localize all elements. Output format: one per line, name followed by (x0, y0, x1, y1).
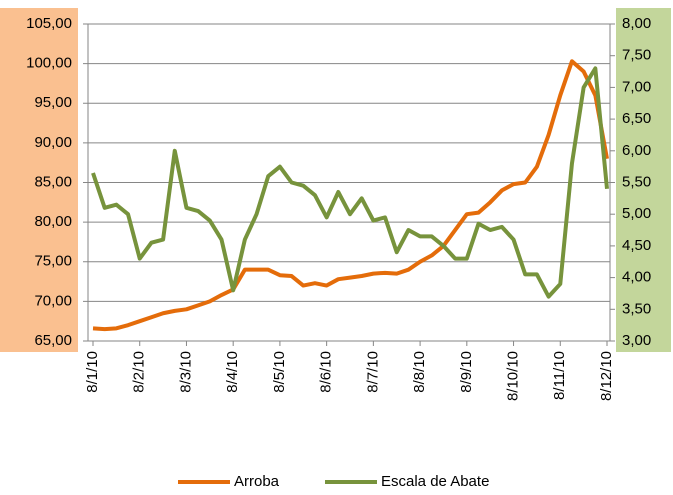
left-axis-band (0, 8, 78, 352)
x-tick-label: 8/12/10 (598, 351, 615, 401)
y-tick-label: 80,00 (34, 213, 72, 230)
y2-tick-label: 7,00 (622, 78, 651, 95)
y2-tick-label: 6,00 (622, 142, 651, 159)
x-tick-label: 8/2/10 (131, 351, 148, 393)
legend-label: Arroba (234, 473, 280, 490)
y-tick-label: 85,00 (34, 173, 72, 190)
y2-tick-label: 8,00 (622, 15, 651, 32)
y-tick-label: 95,00 (34, 94, 72, 111)
series-line (92, 59, 609, 332)
y-tick-label: 100,00 (26, 55, 72, 72)
x-tick-label: 8/1/10 (84, 351, 101, 393)
x-tick-label: 8/7/10 (364, 351, 381, 393)
y-tick-label: 90,00 (34, 134, 72, 151)
y-tick-label: 105,00 (26, 15, 72, 32)
y2-tick-label: 4,50 (622, 237, 651, 254)
y-tick-label: 70,00 (34, 292, 72, 309)
y2-tick-label: 4,00 (622, 269, 651, 286)
x-tick-label: 8/11/10 (551, 351, 568, 400)
legend-label: Escala de Abate (381, 473, 489, 490)
y-tick-label: 65,00 (34, 332, 72, 349)
x-tick-label: 8/6/10 (318, 351, 335, 393)
series-line (91, 66, 609, 299)
y2-tick-label: 3,50 (622, 300, 651, 317)
x-tick-label: 8/9/10 (458, 351, 475, 393)
y2-tick-label: 6,50 (622, 110, 651, 127)
x-tick-label: 8/10/10 (505, 351, 522, 401)
x-tick-label: 8/8/10 (411, 351, 428, 393)
y2-tick-label: 7,50 (622, 47, 651, 64)
x-tick-label: 8/3/10 (177, 351, 194, 393)
y2-tick-label: 5,50 (622, 173, 651, 190)
y2-tick-label: 5,00 (622, 205, 651, 222)
y-tick-label: 75,00 (34, 253, 72, 270)
right-axis-band (616, 8, 671, 352)
x-tick-label: 8/5/10 (271, 351, 288, 393)
x-tick-label: 8/4/10 (224, 351, 241, 393)
y2-tick-label: 3,00 (622, 332, 651, 349)
